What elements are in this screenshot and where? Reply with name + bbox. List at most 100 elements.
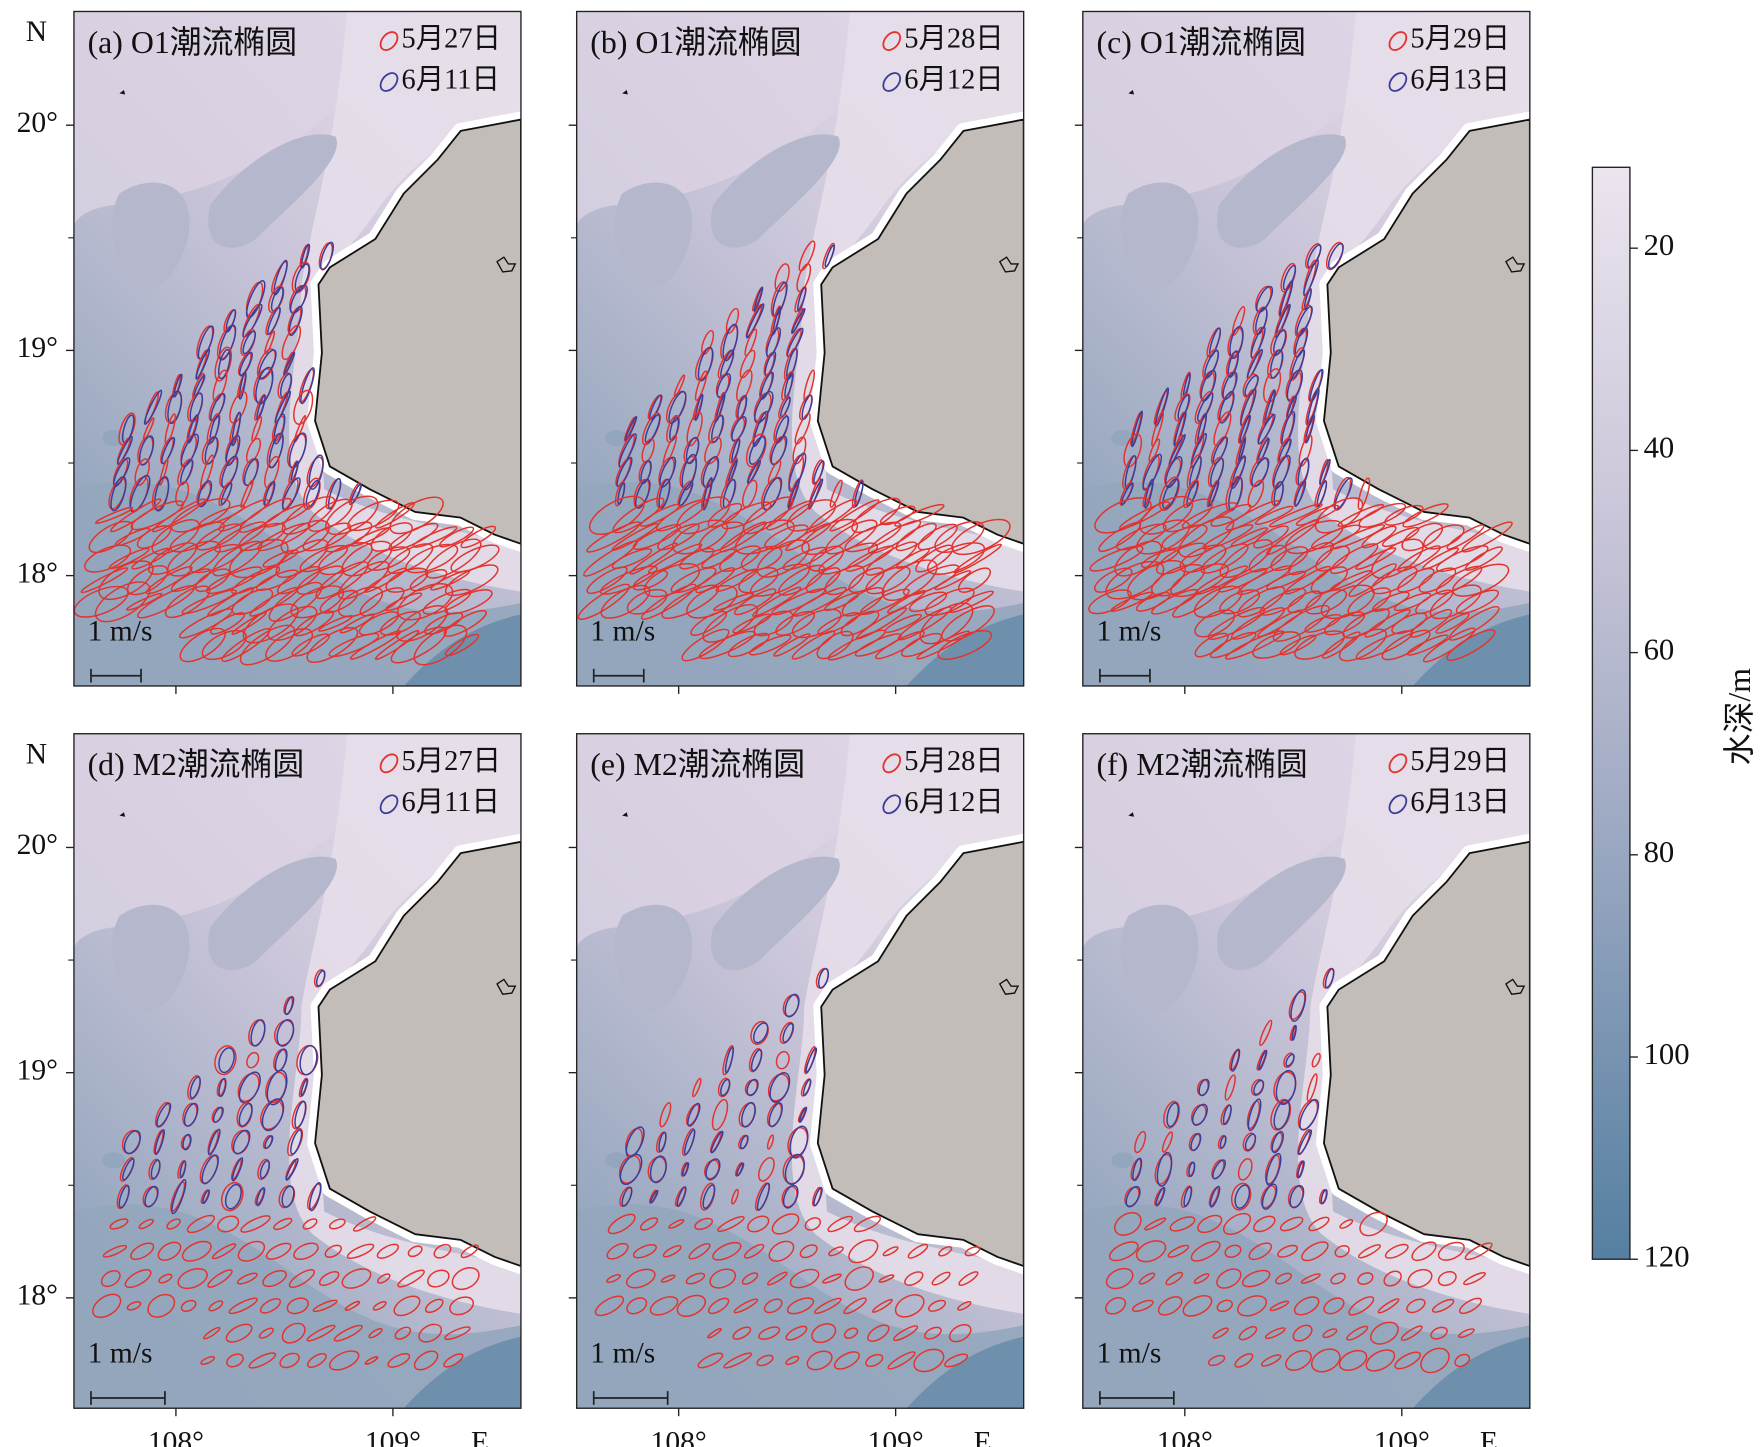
tidal-ellipse — [1209, 1185, 1221, 1208]
tidal-ellipse — [220, 482, 233, 505]
tidal-ellipse — [123, 1129, 142, 1155]
tidal-ellipse — [1381, 629, 1431, 661]
tidal-ellipse — [1244, 1133, 1257, 1151]
tidal-ellipse — [1254, 505, 1294, 525]
tidal-ellipse — [1259, 1019, 1273, 1047]
bathymetry — [577, 734, 1024, 1408]
tidal-ellipse — [741, 479, 758, 508]
tidal-ellipse — [364, 1356, 379, 1365]
tidal-ellipse — [138, 435, 155, 466]
tidal-ellipse — [744, 328, 758, 357]
tidal-ellipse — [281, 324, 302, 361]
tidal-ellipse — [606, 1242, 629, 1260]
tidal-ellipse — [750, 1020, 769, 1045]
y-axis-label: N — [26, 16, 47, 48]
tidal-ellipse — [1372, 591, 1410, 612]
tidal-ellipse — [1316, 480, 1328, 508]
map-panel: 108° 109° E (e) M2潮流椭圆 5月28日 6月12日 1 m/s — [568, 733, 1025, 1447]
map-content — [1083, 734, 1530, 1408]
tidal-ellipse — [418, 1323, 443, 1343]
tidal-ellipse — [1365, 1349, 1396, 1372]
tidal-ellipse — [1167, 1244, 1190, 1258]
tidal-ellipse — [239, 624, 296, 666]
legend-label: 6月12日 — [904, 787, 1003, 818]
tidal-ellipse — [1435, 612, 1470, 634]
tidal-ellipse — [786, 1297, 815, 1315]
x-axis-label: E — [974, 1426, 992, 1447]
tidal-ellipse — [694, 1217, 714, 1231]
scale-label: 1 m/s — [590, 1338, 655, 1370]
tidal-ellipse — [1238, 1325, 1258, 1341]
y-axis-label: N — [26, 738, 47, 770]
tidal-ellipse — [1241, 1269, 1271, 1288]
tidal-ellipse — [1244, 374, 1259, 397]
scale-label: 1 m/s — [88, 1338, 153, 1370]
tidal-ellipse — [1407, 1268, 1433, 1289]
tidal-ellipse — [808, 478, 824, 510]
tidal-ellipse — [964, 1246, 981, 1257]
tidal-ellipse — [798, 240, 816, 272]
legend-label: 5月27日 — [402, 746, 501, 777]
tidal-ellipse — [1431, 1298, 1455, 1313]
scale-bar — [1099, 668, 1151, 683]
tidal-ellipse — [756, 1182, 771, 1211]
tidal-ellipse — [713, 592, 754, 612]
tidal-ellipse — [824, 244, 835, 268]
tidal-ellipse — [768, 1240, 795, 1262]
tidal-ellipse — [293, 389, 314, 425]
tidal-ellipse — [265, 628, 314, 662]
tidal-ellipse — [376, 1273, 391, 1284]
tidal-ellipse — [1330, 569, 1372, 591]
tidal-ellipse — [136, 525, 172, 549]
map-panel: (c) O1潮流椭圆 5月29日 6月13日 1 m/s — [1074, 10, 1531, 694]
tidal-ellipse — [268, 432, 284, 469]
x-tick-label: 108° — [1157, 1426, 1213, 1447]
y-tick-label: 19° — [17, 1054, 58, 1086]
tidal-ellipse — [280, 519, 331, 555]
tidal-ellipse — [844, 1266, 874, 1291]
tidal-ellipse — [716, 373, 732, 399]
tidal-ellipse — [661, 584, 720, 620]
tidal-ellipse — [1311, 1052, 1321, 1068]
tidal-ellipse — [650, 1189, 659, 1204]
tidal-ellipse — [80, 567, 129, 594]
tidal-ellipse — [1230, 527, 1269, 547]
tidal-ellipse — [308, 1182, 322, 1212]
colorbar-label: 水深/m — [1722, 668, 1757, 765]
tidal-ellipse — [1383, 1270, 1402, 1287]
tidal-ellipse — [1250, 326, 1266, 359]
tidal-ellipse — [288, 1269, 316, 1289]
tidal-ellipse — [444, 589, 493, 615]
tidal-ellipse — [1234, 1184, 1251, 1209]
tidal-ellipse — [817, 612, 860, 635]
tidal-ellipse — [1234, 1353, 1254, 1368]
legend-label: 5月29日 — [1410, 746, 1509, 777]
tidal-ellipse — [1155, 1186, 1166, 1207]
tidal-ellipse — [828, 1246, 844, 1257]
legend-symbol — [379, 72, 399, 92]
tidal-ellipse — [704, 436, 722, 465]
tidal-ellipse — [1400, 1325, 1423, 1341]
tidal-ellipse — [1310, 1348, 1341, 1373]
legend-symbol — [882, 72, 902, 92]
tidal-ellipse — [161, 436, 176, 465]
tidal-ellipse — [731, 438, 741, 463]
tidal-ellipse — [368, 1327, 383, 1339]
tidal-ellipse — [317, 541, 373, 576]
tidal-ellipse — [1393, 592, 1432, 612]
colorbar-tick-label: 40 — [1644, 430, 1675, 464]
tidal-ellipse — [256, 1187, 266, 1207]
tidal-ellipse — [126, 592, 163, 611]
tidal-ellipse — [739, 1134, 749, 1150]
tidal-ellipse — [225, 434, 241, 467]
colorbar-tick-label: 100 — [1644, 1037, 1690, 1071]
tidal-ellipse — [649, 1296, 679, 1316]
tidal-ellipse — [281, 1185, 295, 1208]
scale-bar — [592, 1391, 669, 1405]
tidal-ellipse — [195, 348, 211, 380]
tidal-ellipse — [203, 1326, 221, 1340]
tidal-ellipse — [1282, 264, 1297, 291]
tidal-ellipse — [766, 1134, 775, 1150]
tidal-ellipse — [258, 1327, 274, 1339]
tidal-ellipse — [710, 1130, 724, 1154]
